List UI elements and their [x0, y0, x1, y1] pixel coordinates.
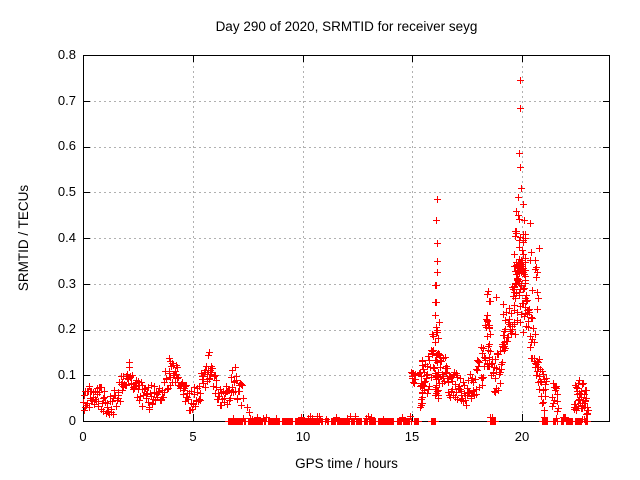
y-tick-label: 0.4 [57, 230, 76, 245]
y-tick-label: 0.6 [57, 138, 76, 153]
x-tick-label: 5 [189, 429, 197, 444]
y-tick-label: 0.2 [57, 321, 76, 336]
y-tick-label: 0.3 [57, 276, 76, 291]
y-tick-label: 0.5 [57, 184, 76, 199]
x-axis-label: GPS time / hours [295, 456, 398, 471]
x-tick-label: 15 [404, 429, 420, 444]
y-tick-label: 0.1 [57, 367, 76, 382]
y-tick-label: 0 [68, 413, 76, 428]
x-tick-label: 20 [514, 429, 530, 444]
x-tick-label: 10 [295, 429, 311, 444]
data-points [80, 77, 592, 425]
y-tick-label: 0.7 [57, 93, 76, 108]
x-tick-label: 0 [79, 429, 87, 444]
chart-title: Day 290 of 2020, SRMTID for receiver sey… [215, 19, 478, 34]
grid-lines [84, 56, 609, 421]
y-tick-label: 0.8 [57, 47, 76, 62]
